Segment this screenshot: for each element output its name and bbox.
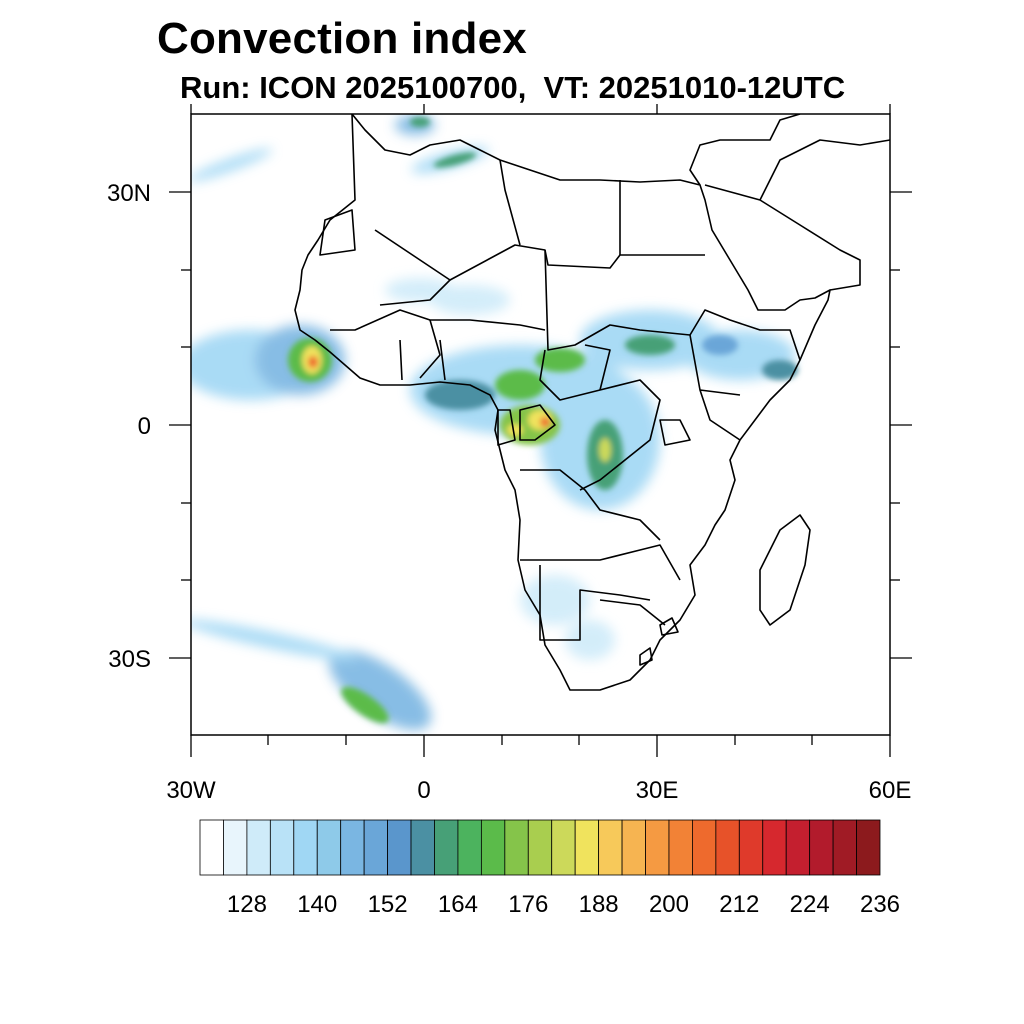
colorbar-tick-label: 176	[508, 891, 548, 918]
colorbar-box	[269, 819, 295, 876]
lon-label-60e: 60E	[869, 777, 912, 804]
colorbar-labels: 128 140 152 164 176 188 200 212 224 236	[227, 891, 900, 918]
colorbar-box	[434, 819, 459, 876]
lat-label-30s: 30S	[108, 646, 151, 673]
colorbar-box	[692, 819, 717, 876]
colorbar-box	[387, 819, 412, 876]
tick-marks	[169, 104, 912, 757]
colorbar-box	[668, 819, 693, 876]
colorbar-box	[856, 819, 881, 876]
colorbar-box	[246, 819, 271, 876]
colorbar-tick-label: 188	[579, 891, 619, 918]
colorbar-tick-label: 212	[719, 891, 759, 918]
colorbar-box	[598, 819, 623, 876]
colorbar-box	[293, 819, 318, 876]
colorbar-box	[316, 819, 342, 876]
colorbar-box	[832, 819, 857, 876]
colorbar-box	[223, 819, 248, 876]
colorbar-box	[785, 819, 811, 876]
colorbar-box	[809, 819, 834, 876]
colorbar-box	[457, 819, 482, 876]
colorbar-box	[715, 819, 740, 876]
colorbar-box	[621, 819, 646, 876]
convection-field	[191, 115, 798, 731]
lon-label-0: 0	[417, 777, 430, 804]
colorbar-box	[645, 819, 670, 876]
colorbar-box	[480, 819, 506, 876]
colorbar-tick-label: 224	[790, 891, 830, 918]
colorbar-box	[504, 819, 529, 876]
lat-label-0: 0	[138, 413, 151, 440]
lat-label-30n: 30N	[107, 180, 151, 207]
colorbar-tick-label: 140	[297, 891, 337, 918]
colorbar-tick-label: 164	[438, 891, 478, 918]
colorbar-box	[762, 819, 787, 876]
colorbar-tick-label: 236	[860, 891, 900, 918]
colorbar-box	[410, 819, 435, 876]
colorbar-tick-label: 152	[368, 891, 408, 918]
colorbar-box	[199, 819, 224, 876]
coastlines	[294, 114, 890, 691]
colorbar-tick-label: 128	[227, 891, 267, 918]
lon-label-30w: 30W	[166, 777, 216, 804]
colorbar-box	[363, 819, 388, 876]
colorbar-box	[574, 819, 600, 876]
colorbar-box	[340, 819, 365, 876]
lon-label-30e: 30E	[636, 777, 679, 804]
colorbar-box	[527, 819, 553, 876]
chart-title: Convection index	[157, 14, 527, 63]
colorbar-tick-label: 200	[649, 891, 689, 918]
colorbar	[199, 819, 881, 876]
chart-subtitle: Run: ICON 2025100700, VT: 20251010-12UTC	[180, 70, 846, 105]
colorbar-box	[738, 819, 764, 876]
colorbar-box	[551, 819, 576, 876]
